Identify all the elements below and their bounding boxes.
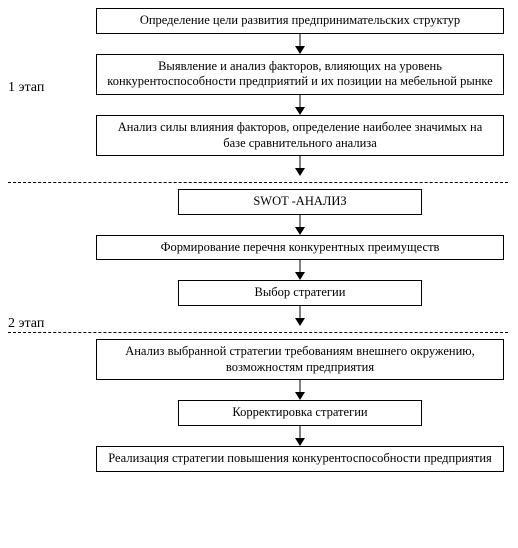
- node-analysis-strength: Анализ силы влияния факторов, определени…: [96, 115, 504, 156]
- chevron-down-icon: [293, 306, 307, 326]
- stage-separator-2: [8, 332, 508, 333]
- arrow-6: [96, 306, 504, 326]
- chevron-down-icon: [293, 426, 307, 446]
- node-realization: Реализация стратегии повышения конкурент…: [96, 446, 504, 472]
- arrow-7: [96, 380, 504, 400]
- node-strategy-correction: Корректировка стратегии: [178, 400, 423, 426]
- node-factors: Выявление и анализ факторов, влияющих на…: [96, 54, 504, 95]
- node-goal: Определение цели развития предпринимател…: [96, 8, 504, 34]
- chevron-down-icon: [293, 34, 307, 54]
- chevron-down-icon: [293, 215, 307, 235]
- arrow-5: [96, 260, 504, 280]
- stage-separator-1: [8, 182, 508, 183]
- chevron-down-icon: [293, 156, 307, 176]
- arrow-4: [96, 215, 504, 235]
- node-swot: SWOT -АНАЛИЗ: [178, 189, 423, 215]
- chevron-down-icon: [293, 260, 307, 280]
- stage-1-label: 1 этап: [8, 80, 44, 96]
- node-advantages-list: Формирование перечня конкурентных преиму…: [96, 235, 504, 261]
- node-strategy-analysis: Анализ выбранной стратегии требованиям в…: [96, 339, 504, 380]
- chevron-down-icon: [293, 95, 307, 115]
- arrow-2: [96, 95, 504, 115]
- arrow-1: [96, 34, 504, 54]
- stage-2-label: 2 этап: [8, 316, 44, 332]
- arrow-3: [96, 156, 504, 176]
- flowchart: Определение цели развития предпринимател…: [96, 8, 504, 472]
- node-strategy-choice: Выбор стратегии: [178, 280, 423, 306]
- arrow-8: [96, 426, 504, 446]
- chevron-down-icon: [293, 380, 307, 400]
